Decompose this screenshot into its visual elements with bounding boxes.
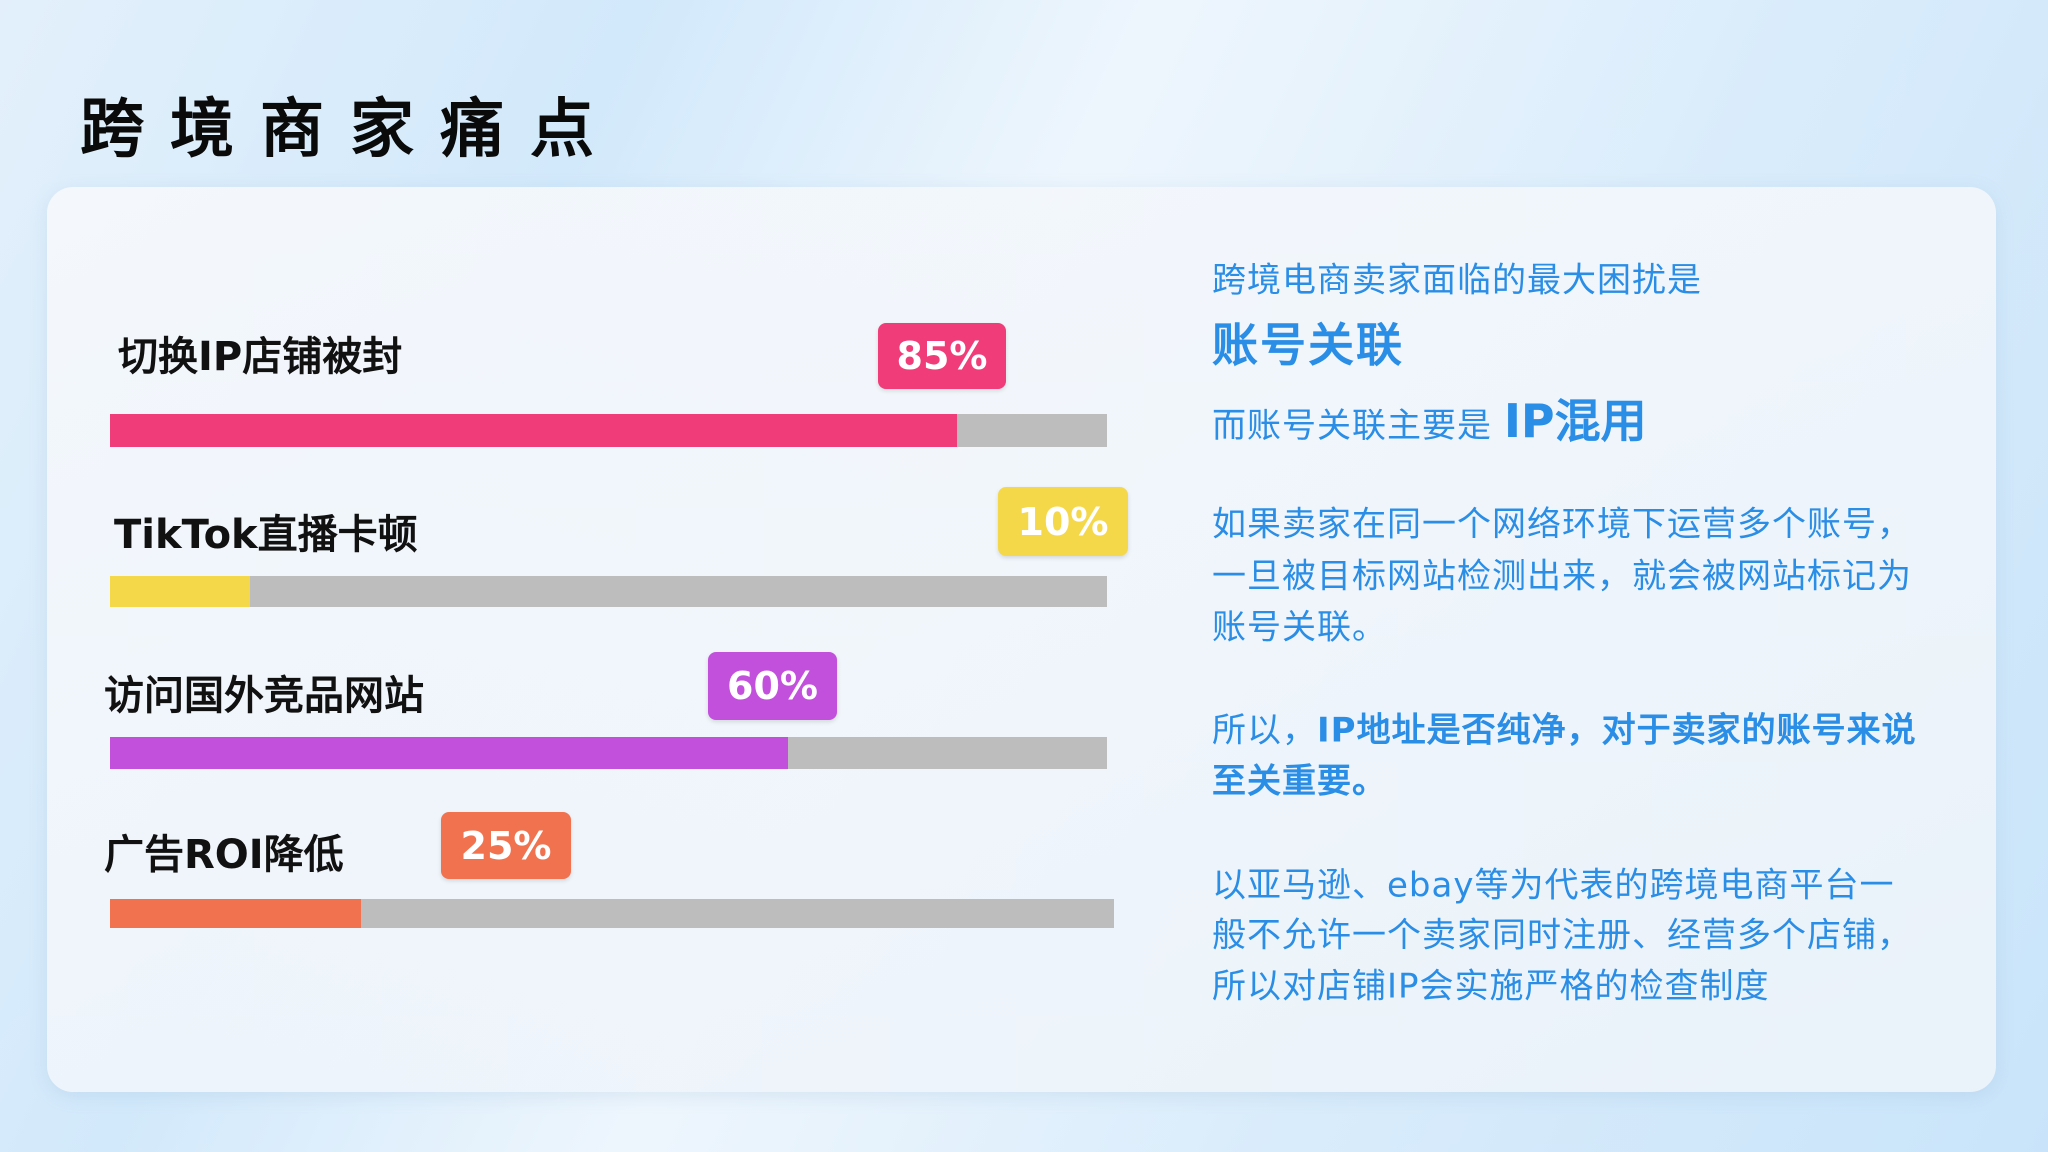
page-title: 跨境商家痛点 xyxy=(80,93,620,167)
para2-line: 所以，IP地址是否纯净，对于卖家的账号来说 xyxy=(1212,703,1917,752)
para3-line: 般不允许一个卖家同时注册、经营多个店铺， xyxy=(1212,915,1912,956)
percent-badge: 60% xyxy=(708,652,837,720)
content-card xyxy=(47,187,1996,1092)
para1-line: 一旦被目标网站检测出来，就会被网站标记为 xyxy=(1212,556,1912,597)
para3-line: 以亚马逊、ebay等为代表的跨境电商平台一 xyxy=(1212,865,1895,906)
progress-fill xyxy=(110,737,788,769)
para2-prefix: 所以， xyxy=(1212,710,1317,751)
para2-line: 至关重要。 xyxy=(1212,761,1387,802)
percent-badge: 25% xyxy=(441,812,571,879)
bar-label-ip-switch: 切换IP店铺被封 xyxy=(118,334,403,380)
progress-fill xyxy=(110,899,361,928)
ip-mix-line: 而账号关联主要是 IP混用 xyxy=(1212,385,1647,451)
progress-track xyxy=(110,899,1114,928)
progress-track xyxy=(110,414,1107,447)
intro-text: 跨境电商卖家面临的最大困扰是 xyxy=(1212,260,1702,301)
bar-label-ad-roi: 广告ROI降低 xyxy=(104,832,344,878)
highlight-account-association: 账号关联 xyxy=(1212,318,1404,372)
para1-line: 账号关联。 xyxy=(1212,607,1387,648)
progress-track xyxy=(110,576,1107,607)
para1-line: 如果卖家在同一个网络环境下运营多个账号， xyxy=(1212,504,1912,545)
percent-badge: 85% xyxy=(878,323,1006,389)
bar-label-competitor-sites: 访问国外竞品网站 xyxy=(104,673,424,719)
para3-line: 所以对店铺IP会实施严格的检查制度 xyxy=(1212,966,1770,1007)
highlight-ip-mix: IP混用 xyxy=(1503,394,1647,448)
bar-label-tiktok: TikTok直播卡顿 xyxy=(114,512,418,558)
ip-mix-prefix: 而账号关联主要是 xyxy=(1212,406,1504,446)
para2-bold: IP地址是否纯净，对于卖家的账号来说 xyxy=(1317,710,1917,751)
percent-badge: 10% xyxy=(998,487,1128,556)
progress-track xyxy=(110,737,1107,769)
progress-fill xyxy=(110,576,250,607)
progress-fill xyxy=(110,414,958,447)
